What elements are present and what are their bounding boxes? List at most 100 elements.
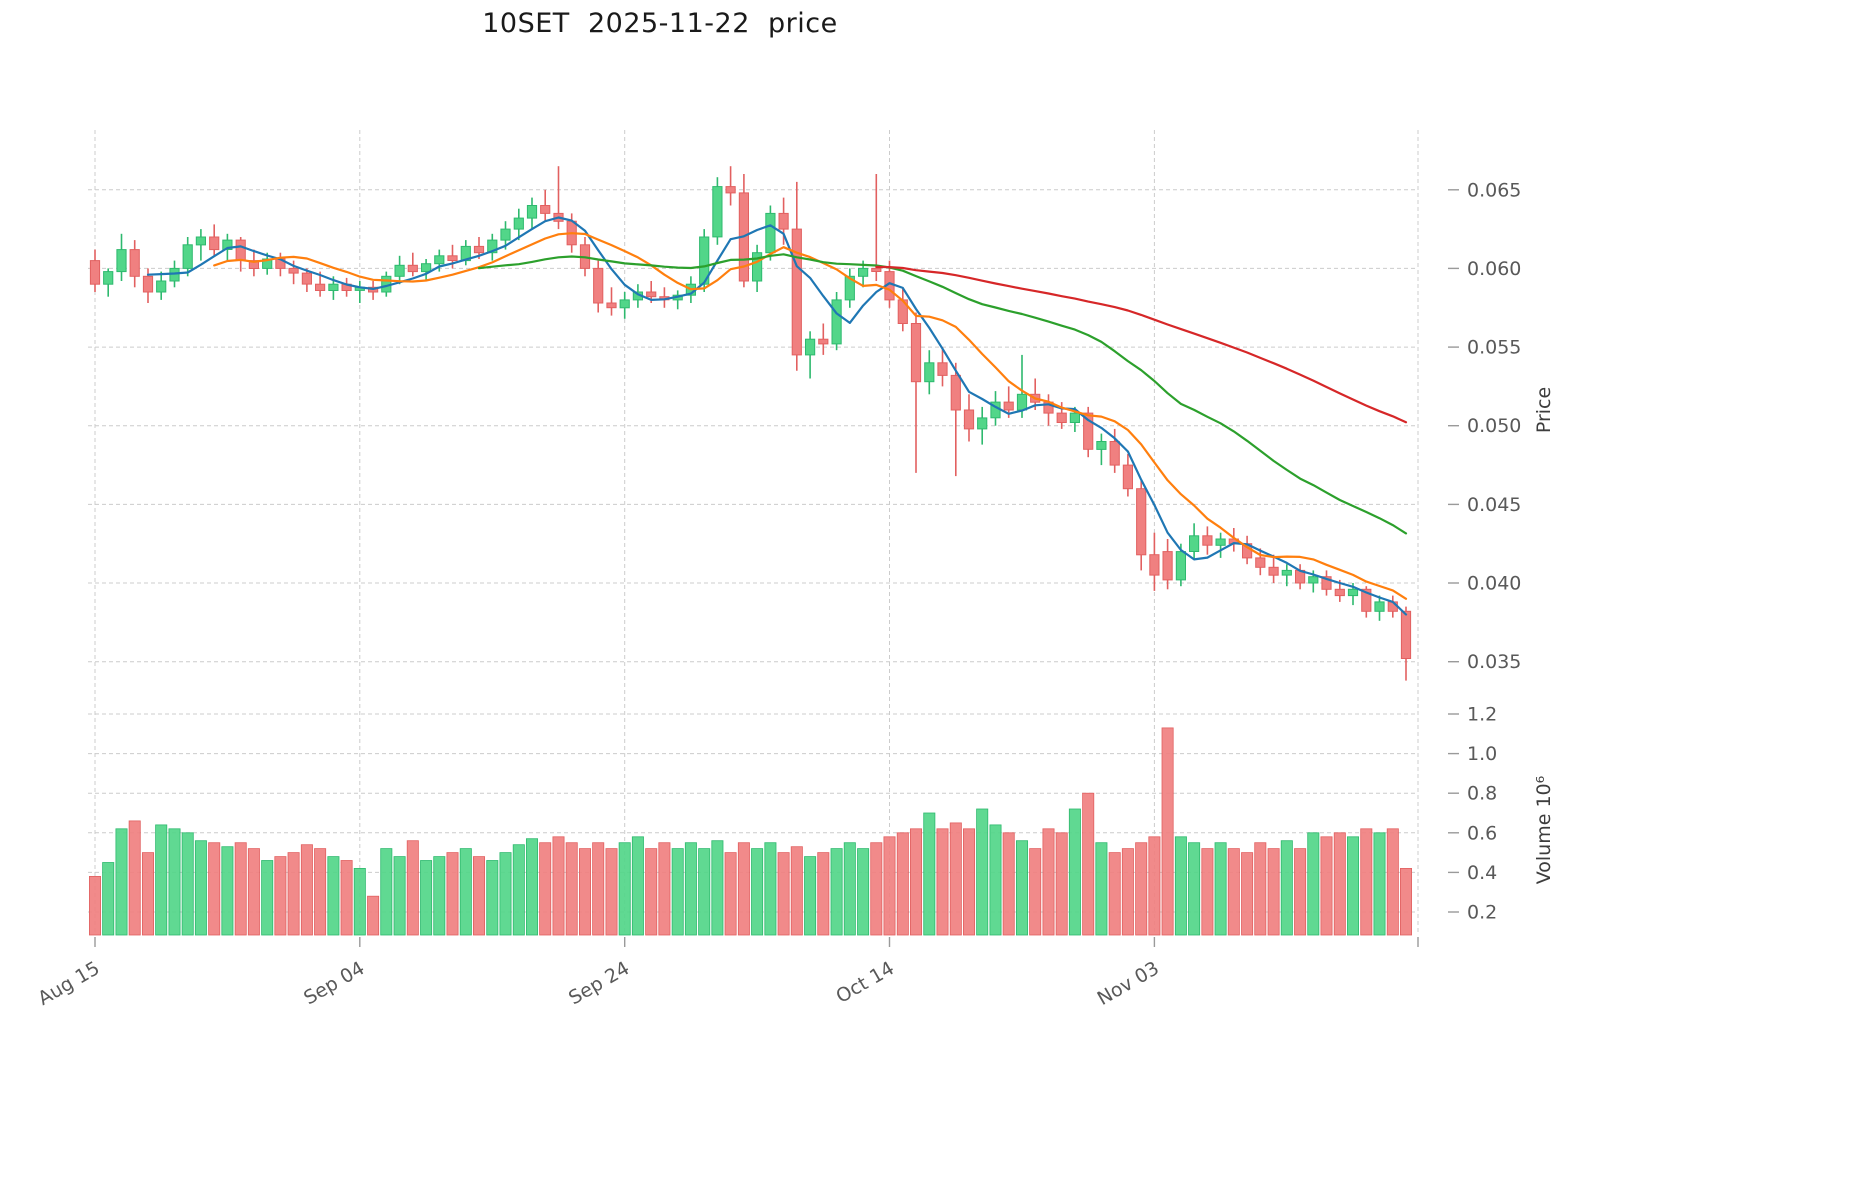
volume-bar: [804, 856, 817, 936]
volume-bar: [1188, 842, 1201, 936]
volume-bar: [684, 842, 697, 936]
volume-bar: [287, 852, 300, 936]
candle-down: [1162, 539, 1173, 590]
candle-down: [301, 268, 312, 292]
volume-bar: [340, 860, 353, 936]
candle-down: [129, 240, 140, 288]
volume-bar: [1386, 828, 1399, 936]
price-tick-label: 0.065: [1467, 179, 1521, 201]
volume-bar: [327, 856, 340, 936]
volume-bar: [631, 836, 644, 936]
volume-bar: [1280, 840, 1293, 936]
volume-bar: [459, 848, 472, 936]
candle-down: [248, 249, 260, 277]
volume-bar: [208, 842, 221, 936]
volume-bar: [923, 812, 936, 936]
volume-bar: [896, 832, 909, 936]
volume-bar: [737, 842, 750, 936]
volume-tick-label: 1.0: [1467, 743, 1497, 765]
volume-bar: [499, 852, 512, 936]
volume-bar: [1095, 842, 1108, 936]
date-tick-label: Sep 04: [300, 957, 368, 1009]
volume-bar: [1174, 836, 1187, 936]
volume-bar: [486, 860, 499, 936]
volume-bar: [221, 846, 234, 936]
candle-down: [368, 281, 379, 300]
candle-down: [910, 312, 922, 473]
volume-bar: [790, 846, 803, 936]
volume-bar: [658, 842, 671, 936]
volume-bar: [936, 828, 949, 936]
volume-bar: [115, 828, 128, 936]
volume-bar: [420, 860, 433, 936]
volume-bar: [1002, 832, 1015, 936]
volume-bar: [539, 842, 552, 936]
volume-bar: [870, 842, 883, 936]
volume-bar: [949, 822, 962, 936]
volume-bar: [698, 848, 711, 936]
volume-bar: [1214, 842, 1227, 936]
axis-tick-marks: [94, 189, 1459, 947]
volume-bar: [1347, 836, 1360, 936]
volume-bar: [512, 844, 525, 936]
volume-tick-label: 0.8: [1467, 783, 1497, 805]
candle-up: [1215, 532, 1226, 558]
price-tick-label: 0.040: [1467, 573, 1521, 595]
candle-down: [89, 249, 101, 292]
date-tick-label: Oct 14: [832, 957, 898, 1008]
candle-down: [778, 197, 789, 245]
volume-bar: [300, 844, 313, 936]
volume-bar: [526, 838, 539, 936]
volume-bar: [1320, 836, 1333, 936]
candle-up: [805, 331, 816, 379]
volume-bar: [1400, 868, 1413, 936]
candle-up: [672, 290, 683, 310]
candle-up: [156, 271, 167, 300]
volume-bar: [671, 848, 684, 936]
volume-bar: [857, 848, 870, 936]
gridlines: [88, 130, 1419, 935]
candle-down: [738, 174, 749, 288]
candle-up: [1189, 523, 1200, 560]
price-tick-label: 0.055: [1467, 337, 1521, 359]
candle-up: [103, 268, 114, 297]
volume-bar: [1241, 852, 1254, 936]
candle-up: [354, 281, 365, 303]
volume-bar: [1267, 848, 1280, 936]
volume-bar: [1360, 828, 1373, 936]
volume-bar: [314, 848, 327, 936]
volume-bar: [843, 842, 856, 936]
volume-bar: [1201, 848, 1214, 936]
volume-bar: [976, 808, 989, 936]
candle-down: [871, 174, 882, 281]
candle-up: [1374, 595, 1385, 621]
candle-up: [619, 292, 630, 319]
candle-down: [1387, 595, 1398, 618]
volume-bar: [380, 848, 393, 936]
volume-bar: [393, 856, 406, 936]
volume-bar: [181, 832, 194, 936]
candle-down: [818, 323, 829, 355]
volume-bar: [89, 876, 102, 936]
volume-bar: [1135, 842, 1148, 936]
ma-line-ma10: [213, 232, 1408, 600]
volume-bar: [1068, 808, 1081, 936]
volume-bar: [618, 842, 631, 936]
candle-down: [1109, 428, 1120, 473]
volume-bar: [645, 848, 658, 936]
volume-bar: [247, 848, 260, 936]
candle-down: [1321, 570, 1332, 596]
volume-bar: [817, 852, 830, 936]
ma-line-ma5: [146, 216, 1408, 616]
date-tick-label: Aug 15: [34, 957, 103, 1010]
price-tick-label: 0.045: [1467, 494, 1521, 516]
volume-bar: [446, 852, 459, 936]
candle-down: [963, 394, 975, 442]
volume-bar: [1121, 848, 1134, 936]
volume-bar: [274, 856, 287, 936]
volume-bar: [565, 842, 578, 936]
candle-up: [434, 249, 445, 272]
ma-line-ma30: [477, 253, 1408, 535]
